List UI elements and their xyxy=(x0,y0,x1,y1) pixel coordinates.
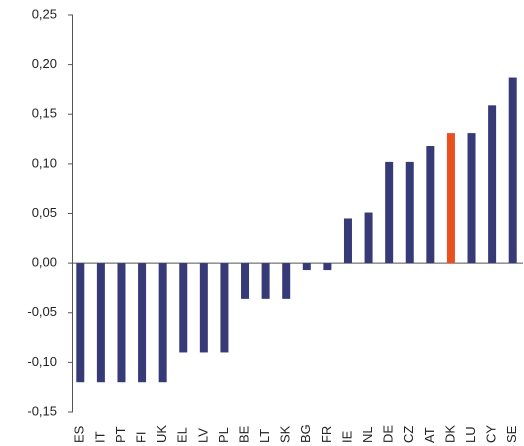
bar xyxy=(302,263,311,271)
bar xyxy=(385,161,394,264)
bar xyxy=(76,263,85,383)
x-tick-label: ES xyxy=(72,425,87,443)
y-tick-label: -0,10 xyxy=(27,354,57,369)
y-tick-label: -0,15 xyxy=(27,403,57,418)
x-tick-label: LV xyxy=(195,428,210,443)
x-tick-label: CY xyxy=(484,425,499,443)
bar xyxy=(323,263,332,271)
x-tick-label: CZ xyxy=(401,426,416,443)
bar xyxy=(241,263,250,299)
bar xyxy=(158,263,167,383)
bar xyxy=(405,161,414,264)
x-tick-label: FR xyxy=(319,426,334,443)
x-tick-label: PL xyxy=(216,427,231,443)
x-tick-label: LT xyxy=(257,429,272,443)
bar xyxy=(199,263,208,353)
y-tick-label: 0,25 xyxy=(32,6,57,21)
x-tick-label: IE xyxy=(339,430,354,443)
bar xyxy=(364,212,373,264)
x-tick-label: BG xyxy=(298,424,313,443)
y-tick-label: -0,05 xyxy=(27,304,57,319)
bar xyxy=(508,77,517,264)
x-tick-label: DK xyxy=(442,425,457,443)
x-tick-label: NL xyxy=(360,426,375,443)
y-tick-label: 0,15 xyxy=(32,106,57,121)
y-tick-label: 0,05 xyxy=(32,205,57,220)
y-tick-label: 0,20 xyxy=(32,56,57,71)
x-tick-label: SE xyxy=(504,425,519,443)
x-tick-label: EL xyxy=(175,427,190,443)
y-tick-label: 0,00 xyxy=(32,255,57,270)
bar xyxy=(220,263,229,353)
bar xyxy=(261,263,270,299)
bar xyxy=(138,263,147,383)
x-tick-label: DE xyxy=(381,425,396,443)
bar xyxy=(488,105,497,264)
bar xyxy=(117,263,126,383)
x-tick-label: LU xyxy=(463,426,478,443)
x-tick-label: IT xyxy=(92,431,107,443)
x-tick-label: PT xyxy=(113,426,128,443)
bar xyxy=(179,263,188,353)
bar xyxy=(96,263,105,383)
bar xyxy=(426,146,435,264)
bar xyxy=(467,133,476,264)
bar xyxy=(282,263,291,299)
x-tick-label: UK xyxy=(154,425,169,443)
x-tick-label: SK xyxy=(278,425,293,443)
bar xyxy=(446,133,455,264)
x-tick-label: BE xyxy=(236,425,251,443)
y-tick-label: 0,10 xyxy=(32,155,57,170)
x-tick-label: FI xyxy=(134,431,149,443)
x-tick-label: AT xyxy=(422,427,437,443)
bar xyxy=(343,218,352,264)
